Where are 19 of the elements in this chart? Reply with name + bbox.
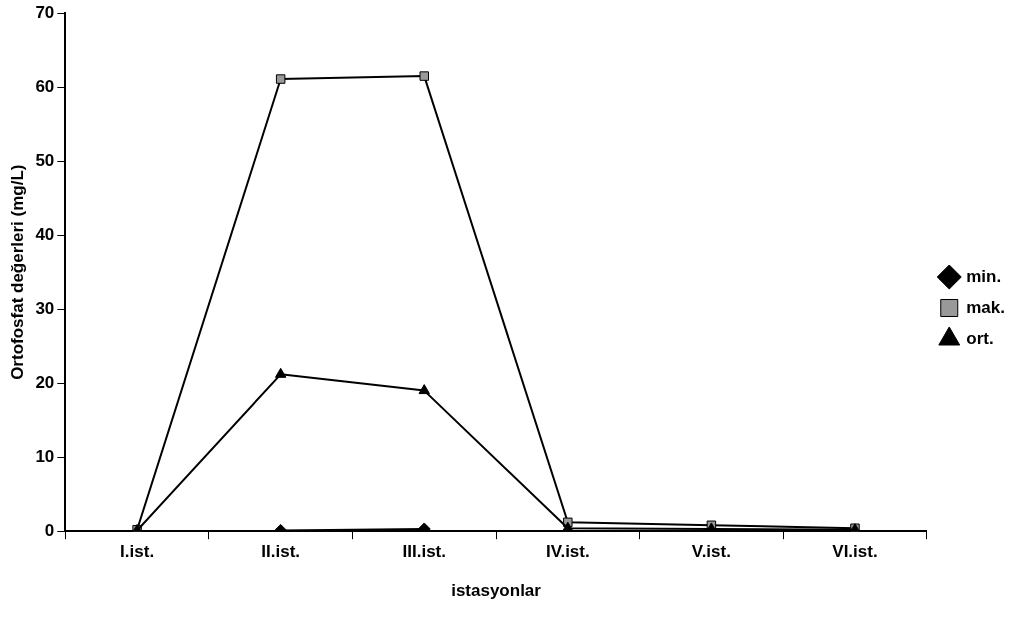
x-axis-title: istasyonlar <box>451 581 542 601</box>
y-tick-label: 70 <box>35 2 55 22</box>
y-tick-label: 60 <box>35 76 55 96</box>
y-tick-label: 0 <box>44 520 55 540</box>
x-tick-label: IV.ist. <box>545 542 590 562</box>
y-tick-label: 20 <box>35 372 55 392</box>
y-tick-label: 50 <box>35 150 55 170</box>
x-tick-label: I.ist. <box>120 542 155 562</box>
x-tick-label: V.ist. <box>691 542 731 562</box>
legend-label: min. <box>966 266 1002 286</box>
legend-label: ort. <box>966 328 994 348</box>
y-axis-title: Ortofosfat değerleri (mg/L) <box>7 164 27 380</box>
legend-label: mak. <box>966 297 1005 317</box>
x-tick-label: II.ist. <box>261 542 301 562</box>
x-tick-label: VI.ist. <box>832 542 878 562</box>
y-tick-label: 40 <box>35 224 55 244</box>
y-tick-label: 10 <box>35 446 55 466</box>
x-tick-label: III.ist. <box>402 542 446 562</box>
y-tick-label: 30 <box>35 298 55 318</box>
